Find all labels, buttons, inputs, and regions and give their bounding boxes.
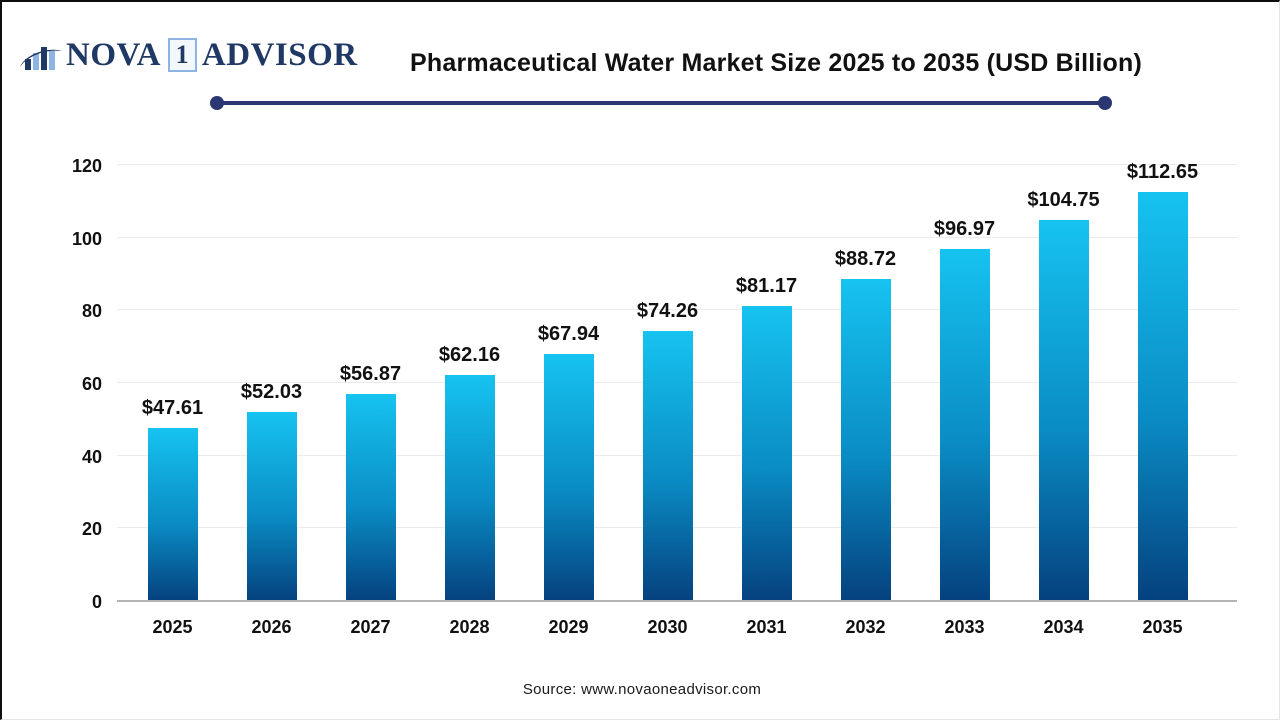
bar-2031 xyxy=(741,306,792,601)
bar-value-label-2029: $67.94 xyxy=(537,323,600,345)
bar-2026 xyxy=(246,412,297,601)
x-tick-label-2030: 2030 xyxy=(647,617,688,637)
bar-2025 xyxy=(147,428,198,601)
bars-row: $47.61 $52.03 $56.87 $62.16 $67.94 $74.26 $81.… xyxy=(123,161,1212,601)
nova-one-advisor-logo: NOVA 1 ADVISOR xyxy=(18,35,358,75)
bar-2030 xyxy=(642,331,693,601)
bar-slot-2030: $74.26 xyxy=(618,165,717,601)
bar-value-label-2027: $56.87 xyxy=(339,363,402,385)
logo-text-advisor: ADVISOR xyxy=(201,36,358,73)
x-tick-label-2028: 2028 xyxy=(449,617,490,637)
bar-slot-2032: $88.72 xyxy=(816,165,915,601)
bar-chart-swoosh-icon xyxy=(20,47,62,70)
divider-left-dot xyxy=(210,96,224,110)
x-tick-label-2026: 2026 xyxy=(251,617,292,637)
bar-2032 xyxy=(840,279,891,601)
bar-slot-2033: $96.97 xyxy=(915,165,1014,601)
bar-slot-2026: $52.03 xyxy=(222,165,321,601)
bar-2033 xyxy=(939,249,990,601)
title-divider-line xyxy=(210,96,1112,110)
bar-value-label-2028: $62.16 xyxy=(438,344,501,366)
bar-value-label-2033: $96.97 xyxy=(933,218,996,240)
gridline-120 xyxy=(117,164,1237,165)
y-tick-label-40: 40 xyxy=(81,446,102,467)
x-axis-labels: 2025 2026 2027 2028 2029 2030 2031 2032 2033 2034… xyxy=(123,617,1212,638)
bar-slot-2031: $81.17 xyxy=(717,165,816,601)
bar-value-label-2031: $81.17 xyxy=(735,275,798,297)
bar-value-label-2030: $74.26 xyxy=(636,300,699,322)
plot-area: $47.61 $52.03 $56.87 $62.16 $67.94 $74.26 $81.… xyxy=(117,161,1237,602)
bar-2034 xyxy=(1038,220,1089,601)
x-tick-label-2031: 2031 xyxy=(746,617,787,637)
bar-2029 xyxy=(543,354,594,601)
y-tick-label-60: 60 xyxy=(81,374,102,394)
bar-slot-2035: $112.65 xyxy=(1113,161,1212,601)
x-tick-label-2032: 2032 xyxy=(845,617,886,637)
bar-value-label-2032: $88.72 xyxy=(834,248,897,270)
bar-2035 xyxy=(1137,192,1188,601)
bar-slot-2025: $47.61 xyxy=(123,165,222,601)
gridline-80 xyxy=(117,309,1237,311)
bar-value-label-2035: $112.65 xyxy=(1126,161,1199,183)
bar-value-label-2026: $52.03 xyxy=(240,381,303,403)
bar-slot-2027: $56.87 xyxy=(321,165,420,601)
y-tick-label-80: 80 xyxy=(81,301,102,322)
source-caption: Source: www.novaoneadvisor.com xyxy=(522,681,762,698)
x-axis-baseline xyxy=(117,600,1237,602)
x-tick-label-2029: 2029 xyxy=(548,617,589,637)
y-tick-label-20: 20 xyxy=(81,519,102,540)
x-tick-label-2025: 2025 xyxy=(152,617,193,637)
bar-slot-2034: $104.75 xyxy=(1014,165,1113,601)
logo-text-one: 1 xyxy=(167,38,197,72)
x-tick-label-2033: 2033 xyxy=(944,617,985,637)
bar-2028 xyxy=(444,375,495,601)
chart-title: Pharmaceutical Water Market Size 2025 to… xyxy=(410,49,1142,77)
bar-slot-2029: $67.94 xyxy=(519,165,618,601)
x-tick-label-2035: 2035 xyxy=(1142,617,1183,637)
gridline-100 xyxy=(117,236,1237,238)
y-tick-label-0: 0 xyxy=(91,592,102,612)
bar-value-label-2034: $104.75 xyxy=(1027,189,1100,211)
x-tick-label-2034: 2034 xyxy=(1043,617,1084,637)
bar-2027 xyxy=(345,394,396,601)
y-tick-label-100: 100 xyxy=(71,228,102,249)
x-tick-label-2027: 2027 xyxy=(350,617,391,637)
bar-value-label-2025: $47.61 xyxy=(141,397,204,419)
y-tick-label-120: 120 xyxy=(71,156,102,176)
logo-text-nova: NOVA xyxy=(66,36,161,73)
bar-slot-2028: $62.16 xyxy=(420,165,519,601)
divider-right-dot xyxy=(1098,96,1112,110)
